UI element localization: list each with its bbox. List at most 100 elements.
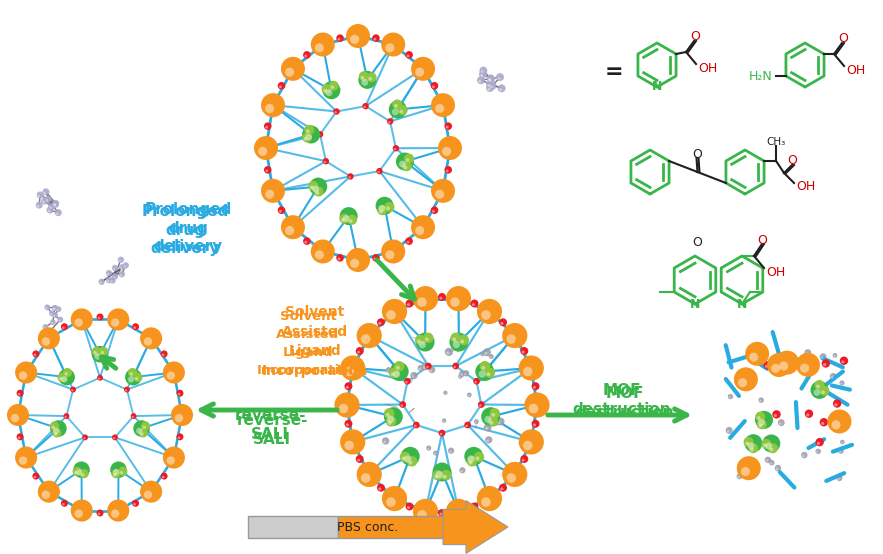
Circle shape	[757, 419, 766, 429]
Circle shape	[303, 51, 311, 59]
Circle shape	[18, 393, 20, 396]
Circle shape	[254, 136, 278, 160]
Circle shape	[471, 502, 479, 510]
Circle shape	[800, 363, 809, 373]
Circle shape	[446, 286, 472, 311]
Circle shape	[766, 460, 768, 462]
Circle shape	[358, 71, 369, 81]
Circle shape	[394, 148, 396, 150]
Circle shape	[79, 469, 88, 478]
Circle shape	[52, 200, 59, 207]
Circle shape	[488, 82, 496, 90]
Circle shape	[337, 38, 341, 40]
Circle shape	[460, 373, 463, 376]
Circle shape	[532, 382, 540, 390]
Circle shape	[483, 348, 491, 356]
Circle shape	[33, 350, 40, 357]
Circle shape	[144, 490, 152, 499]
Circle shape	[804, 409, 813, 418]
Circle shape	[258, 147, 268, 156]
Circle shape	[133, 420, 150, 437]
Circle shape	[396, 366, 400, 370]
Circle shape	[42, 201, 45, 203]
Text: O: O	[757, 233, 767, 247]
Circle shape	[167, 371, 175, 379]
Circle shape	[484, 424, 492, 432]
Circle shape	[433, 450, 438, 455]
Circle shape	[404, 455, 411, 463]
Circle shape	[349, 219, 352, 223]
Circle shape	[444, 122, 452, 130]
Circle shape	[764, 361, 772, 370]
Circle shape	[356, 455, 364, 463]
Circle shape	[321, 84, 331, 94]
Circle shape	[358, 71, 376, 89]
Circle shape	[499, 88, 502, 91]
Circle shape	[411, 375, 414, 378]
Circle shape	[140, 422, 150, 430]
Circle shape	[415, 335, 426, 345]
Circle shape	[815, 449, 821, 454]
Circle shape	[476, 456, 479, 460]
Circle shape	[381, 239, 405, 264]
Circle shape	[109, 278, 116, 284]
Circle shape	[112, 265, 118, 271]
Circle shape	[388, 121, 390, 124]
Circle shape	[386, 310, 396, 320]
Circle shape	[113, 469, 119, 475]
Circle shape	[392, 100, 403, 110]
Circle shape	[335, 392, 359, 418]
Circle shape	[769, 460, 774, 465]
Circle shape	[767, 353, 791, 377]
Circle shape	[450, 297, 460, 307]
Circle shape	[44, 331, 50, 337]
Text: Solvent
Assisted
Ligand
Incorporation: Solvent Assisted Ligand Incorporation	[257, 310, 358, 377]
Text: O: O	[838, 33, 848, 45]
FancyBboxPatch shape	[338, 516, 448, 538]
Text: Prolonged
drug
delivery: Prolonged drug delivery	[145, 202, 231, 254]
Circle shape	[19, 456, 27, 465]
Circle shape	[378, 488, 381, 490]
Circle shape	[52, 428, 62, 438]
Circle shape	[402, 161, 411, 171]
Circle shape	[101, 351, 104, 355]
Circle shape	[375, 197, 394, 215]
Circle shape	[779, 361, 789, 371]
Circle shape	[46, 199, 49, 202]
Circle shape	[305, 241, 307, 244]
Circle shape	[467, 393, 472, 397]
Circle shape	[765, 456, 771, 463]
Circle shape	[387, 416, 395, 423]
Circle shape	[390, 372, 395, 376]
Circle shape	[74, 319, 83, 327]
Circle shape	[422, 363, 429, 370]
Circle shape	[474, 381, 477, 383]
Circle shape	[404, 153, 414, 163]
Circle shape	[61, 500, 68, 507]
Circle shape	[494, 422, 496, 424]
Circle shape	[481, 366, 486, 370]
Circle shape	[489, 421, 494, 425]
Circle shape	[400, 452, 411, 462]
Circle shape	[415, 226, 424, 235]
Circle shape	[821, 391, 825, 394]
Circle shape	[384, 407, 403, 426]
Text: reverse-
SALI: reverse- SALI	[234, 408, 306, 442]
Circle shape	[498, 421, 501, 424]
Circle shape	[72, 466, 82, 476]
Circle shape	[405, 381, 408, 383]
Circle shape	[64, 413, 70, 419]
Circle shape	[19, 371, 27, 379]
Circle shape	[393, 145, 399, 151]
Circle shape	[42, 490, 50, 499]
Circle shape	[162, 447, 185, 469]
Circle shape	[523, 367, 532, 376]
FancyArrow shape	[443, 501, 508, 553]
Circle shape	[98, 512, 101, 515]
Circle shape	[394, 104, 397, 107]
Circle shape	[340, 356, 366, 381]
Circle shape	[381, 33, 405, 57]
Circle shape	[743, 437, 753, 447]
Circle shape	[73, 461, 90, 478]
Circle shape	[522, 351, 525, 353]
